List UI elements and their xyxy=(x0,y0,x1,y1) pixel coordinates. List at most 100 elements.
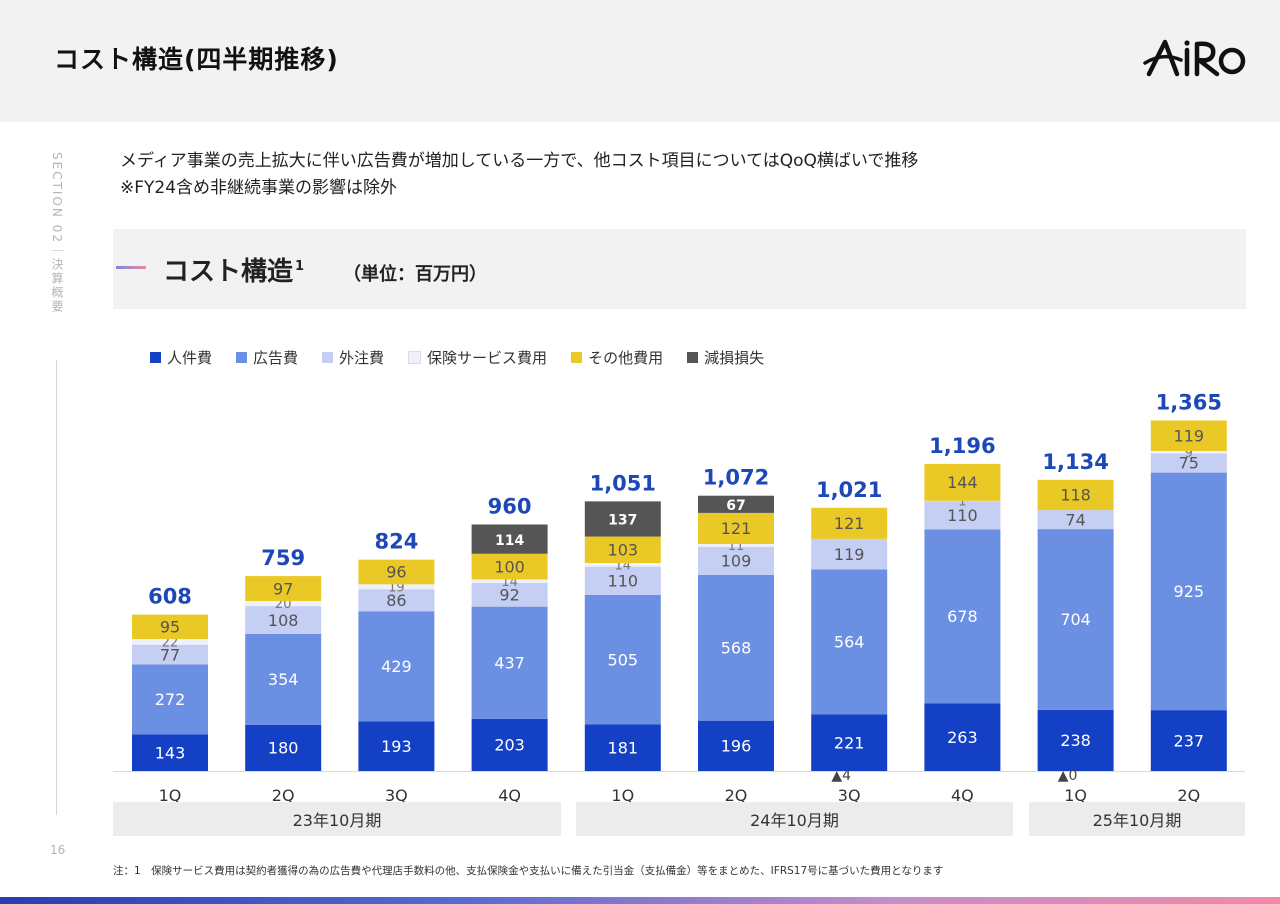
bar-segment-advertising xyxy=(1037,529,1114,710)
data-label-outsourcing: 110 xyxy=(608,571,639,590)
data-label-insurance: 1 xyxy=(958,495,966,510)
bar-segment-personnel xyxy=(811,714,888,771)
bar-total-label: 1,134 xyxy=(1042,450,1108,474)
page-number: 16 xyxy=(50,843,66,857)
bar-segment-advertising xyxy=(698,574,774,721)
x-tick-label: 2Q xyxy=(272,786,295,805)
data-label-personnel: 203 xyxy=(494,736,525,755)
bar-segment-other xyxy=(1150,420,1227,452)
legend-swatch xyxy=(322,351,334,363)
cost-structure-chart: 1432727722956081Q18035410820977592Q19342… xyxy=(113,390,1245,805)
data-label-personnel: 180 xyxy=(268,739,299,758)
legend-item-insurance-service: 保険サービス費用 xyxy=(408,347,547,368)
data-label-outsourcing: 109 xyxy=(721,552,752,571)
legend-item-other: その他費用 xyxy=(571,347,663,368)
bar-segment-outsourcing xyxy=(132,644,208,665)
legend-item-personnel: 人件費 xyxy=(150,347,212,368)
bar-segment-other xyxy=(471,553,548,580)
bar-segment-other xyxy=(811,507,888,539)
data-label-advertising: 925 xyxy=(1174,582,1205,601)
bar-segment-outsourcing xyxy=(584,566,661,595)
bar-segment-personnel xyxy=(245,724,322,771)
data-label-insurance: 22 xyxy=(162,636,179,651)
data-label-advertising: 678 xyxy=(947,607,978,626)
bottom-gradient-bar xyxy=(0,897,1280,904)
data-label-personnel: 221 xyxy=(834,733,865,752)
bar-segment-insurance xyxy=(1150,451,1227,454)
bar-segment-impairment xyxy=(698,495,774,513)
data-label-personnel: 143 xyxy=(155,743,186,762)
bar-segment-advertising xyxy=(245,633,322,725)
data-label-advertising: 704 xyxy=(1060,610,1091,629)
x-tick-label: 2Q xyxy=(725,786,748,805)
airo-logo xyxy=(1143,39,1246,77)
bar-total-label: 1,051 xyxy=(590,471,656,495)
data-label-other: 118 xyxy=(1060,486,1091,505)
x-tick-label: 1Q xyxy=(611,786,634,805)
data-label-outsourcing: 92 xyxy=(499,586,519,605)
bar-segment-impairment xyxy=(471,524,548,554)
bar-segment-other xyxy=(245,576,322,601)
bar-segment-personnel xyxy=(1150,710,1227,771)
data-label-other: 96 xyxy=(386,563,406,582)
data-label-other: 121 xyxy=(721,519,752,538)
description-line-2: ※FY24含め非継続事業の影響は除外 xyxy=(120,178,398,198)
data-label-advertising: 354 xyxy=(268,670,299,689)
bar-segment-personnel xyxy=(132,734,208,771)
bar-segment-other xyxy=(584,536,661,563)
legend-swatch xyxy=(236,351,248,363)
bar-total-label: 960 xyxy=(488,494,532,518)
bar-segment-advertising xyxy=(924,529,1001,704)
bar-segment-insurance xyxy=(245,600,322,607)
section-title-text: コスト構造 xyxy=(163,257,294,287)
bar-segment-outsourcing xyxy=(811,538,888,570)
bar-total-label: 759 xyxy=(261,546,305,570)
bar-segment-insurance xyxy=(358,584,435,590)
bar-segment-personnel xyxy=(924,703,1001,771)
bar-segment-personnel xyxy=(1037,709,1114,771)
legend-label: 外注費 xyxy=(339,348,385,367)
data-label-advertising: 429 xyxy=(381,657,412,676)
page-title: コスト構造(四半期推移) xyxy=(54,45,339,74)
bar-segment-personnel xyxy=(584,724,661,771)
data-label-other: 119 xyxy=(1174,427,1205,446)
legend-swatch xyxy=(687,351,699,363)
bar-segment-insurance xyxy=(584,562,661,567)
legend-label: 人件費 xyxy=(167,348,213,367)
data-label-advertising: 272 xyxy=(155,690,186,709)
data-label-impairment: 67 xyxy=(726,498,745,514)
data-label-outsourcing: 108 xyxy=(268,611,299,630)
legend-swatch xyxy=(571,351,583,363)
bar-total-label: 824 xyxy=(374,530,418,554)
data-label-personnel: 238 xyxy=(1060,731,1091,750)
section-unit: （単位：百万円） xyxy=(343,264,487,285)
data-label-outsourcing: 74 xyxy=(1065,510,1085,529)
data-label-outsourcing: 86 xyxy=(386,591,406,610)
x-tick-label: 1Q xyxy=(1064,786,1087,805)
bar-segment-other xyxy=(1037,479,1114,511)
bar-segment-other xyxy=(358,559,435,585)
bar-total-label: 1,196 xyxy=(929,434,995,458)
chart-legend: 人件費 広告費 外注費 保険サービス費用 その他費用 減損損失 xyxy=(150,346,788,368)
bar-segment-outsourcing xyxy=(471,583,548,607)
section-header: コスト構造 1 （単位：百万円） xyxy=(113,229,1246,309)
x-tick-label: 2Q xyxy=(1177,786,1200,805)
x-tick-label: 4Q xyxy=(951,786,974,805)
x-tick-label: 1Q xyxy=(159,786,182,805)
section-side-label: SECTION 02｜決算概要 xyxy=(50,152,64,314)
data-label-other: 97 xyxy=(273,579,293,598)
bar-total-label: 1,072 xyxy=(703,466,769,490)
bar-segment-advertising xyxy=(358,611,435,722)
data-label-other: 95 xyxy=(160,618,180,637)
description: メディア事業の売上拡大に伴い広告費が増加している一方で、他コスト項目についてはQ… xyxy=(120,148,918,202)
legend-label: 減損損失 xyxy=(704,348,765,367)
bar-segment-advertising xyxy=(471,606,548,719)
description-line-1: メディア事業の売上拡大に伴い広告費が増加している一方で、他コスト項目についてはQ… xyxy=(120,151,919,171)
legend-item-impairment: 減損損失 xyxy=(687,347,764,368)
legend-swatch xyxy=(408,350,422,364)
bar-segment-advertising xyxy=(811,569,888,715)
data-label-outsourcing: 119 xyxy=(834,545,865,564)
data-label-other: 103 xyxy=(608,541,639,560)
bar-segment-outsourcing xyxy=(358,589,435,612)
x-tick-label: 3Q xyxy=(385,786,408,805)
